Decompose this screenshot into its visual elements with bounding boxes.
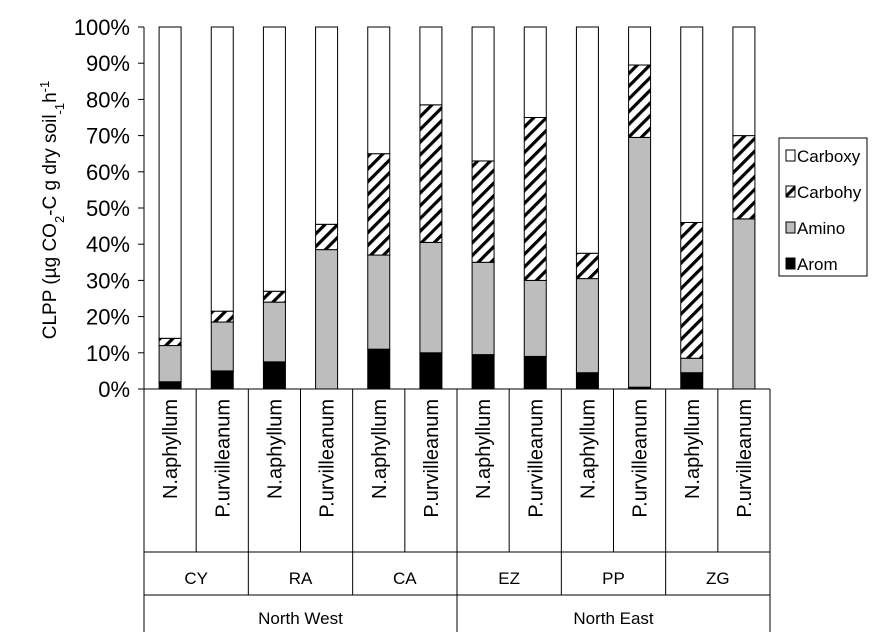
x-category-label: P.urvilleanum <box>212 399 234 518</box>
bar-segment-arom <box>523 355 547 390</box>
bar-segment-arom <box>575 372 599 390</box>
bar-segment-carbohy <box>628 64 652 138</box>
bar-segment-amino <box>575 278 599 374</box>
bar-segment-arom <box>471 354 495 390</box>
bar-segment-amino <box>680 357 704 374</box>
x-category-label: N.aphyllum <box>577 399 599 499</box>
bar-segment-arom <box>367 348 391 390</box>
bar-segment-amino <box>315 249 339 390</box>
bar-segment-carboxy <box>210 26 234 312</box>
bar-segment-carboxy <box>732 26 756 137</box>
bar-segment-arom <box>210 370 234 390</box>
x-category-label: P.urvilleanum <box>421 399 443 518</box>
legend-label-carbohy: Carbohy <box>797 183 862 202</box>
x-category-label: N.aphyllum <box>682 399 704 499</box>
bar-segment-amino <box>158 345 182 383</box>
bar-segment-carbohy <box>315 223 339 251</box>
x-category-label: P.urvilleanum <box>630 399 652 518</box>
x-site-label: EZ <box>498 569 520 588</box>
y-tick-label: 90% <box>86 51 130 76</box>
bar-segment-carboxy <box>367 26 391 155</box>
bar-segment-amino <box>523 279 547 357</box>
y-tick-label: 70% <box>86 124 130 149</box>
x-site-label: CA <box>393 569 417 588</box>
x-category-label: N.aphyllum <box>369 399 391 499</box>
bar-segment-carbohy <box>210 310 234 323</box>
bar-segment-carboxy <box>575 26 599 254</box>
bar-segment-carboxy <box>158 26 182 339</box>
bar-segment-amino <box>262 301 286 363</box>
x-category-label: N.aphyllum <box>473 399 495 499</box>
legend-swatch-carboxy <box>785 149 796 162</box>
bar-segment-carbohy <box>262 290 286 303</box>
bar-segment-carboxy <box>523 26 547 118</box>
bar-segment-arom <box>262 361 286 390</box>
bar-segment-amino <box>471 261 495 356</box>
y-axis-label-sub-1: 2 <box>52 216 67 223</box>
bar-segment-arom <box>158 381 182 390</box>
y-axis-label: CLPP (µg CO2-C g dry soil-1h-1 <box>37 81 67 340</box>
y-tick-label: 40% <box>86 232 130 257</box>
bar-segment-amino <box>210 321 234 372</box>
bar-segment-carbohy <box>523 117 547 281</box>
y-axis-label-part-c: h <box>40 92 61 103</box>
x-region-label: North West <box>258 609 343 628</box>
bar-segment-carboxy <box>315 26 339 225</box>
x-axis: N.aphyllum P.urvilleanum N.aphyllum P.urvil… <box>143 388 771 632</box>
x-category-label: N.aphyllum <box>264 399 286 499</box>
bar-segment-carbohy <box>471 160 495 263</box>
x-site-label: ZG <box>706 569 730 588</box>
legend-swatch-arom <box>785 257 796 270</box>
bar-segment-amino <box>419 241 443 354</box>
bar-segment-carboxy <box>680 26 704 223</box>
legend: Carboxy Carbohy Amino Arom <box>778 137 868 277</box>
bar-segment-carbohy <box>419 104 443 243</box>
y-tick-label: 20% <box>86 305 130 330</box>
legend-swatch-carbohy <box>785 185 796 198</box>
y-tick-label: 100% <box>74 15 130 40</box>
y-axis-label-sup: -1 <box>37 81 52 93</box>
x-category-label: P.urvilleanum <box>317 399 339 518</box>
bar-segment-carboxy <box>419 26 443 106</box>
bar-segment-amino <box>367 254 391 350</box>
bar-segment-amino <box>732 218 756 390</box>
y-tick-label: 60% <box>86 160 130 185</box>
y-axis-label-part-b: -C g dry soil <box>40 114 61 215</box>
bar-segment-carboxy <box>262 26 286 292</box>
x-category-label: N.aphyllum <box>160 399 182 499</box>
x-region-label: North East <box>573 609 654 628</box>
y-axis-label-part-a: CLPP (µg CO <box>40 223 61 339</box>
legend-label-carboxy: Carboxy <box>797 147 861 166</box>
x-category-label: P.urvilleanum <box>734 399 756 518</box>
bar-segment-carbohy <box>680 221 704 359</box>
x-site-label: PP <box>602 569 625 588</box>
y-tick-label: 10% <box>86 341 130 366</box>
bar-segment-carbohy <box>158 337 182 347</box>
bar-segment-carbohy <box>367 153 391 256</box>
x-category-label: P.urvilleanum <box>525 399 547 518</box>
x-site-label: CY <box>184 569 208 588</box>
bar-segment-arom <box>680 372 704 390</box>
legend-swatch-amino <box>785 221 796 234</box>
y-axis: 0% 10% 20% 30% 40% 50% 60% 70% 80% 90% 100% <box>74 15 145 402</box>
legend-label-arom: Arom <box>797 255 838 274</box>
y-tick-label: 80% <box>86 87 130 112</box>
bar-segment-carboxy <box>471 26 495 162</box>
bar-segment-amino <box>628 136 652 388</box>
bar-segment-arom <box>419 352 443 390</box>
x-site-label: RA <box>289 569 313 588</box>
y-axis-label-sub-2: -1 <box>52 103 67 115</box>
bar-segment-carboxy <box>628 26 652 66</box>
legend-label-amino: Amino <box>797 219 845 238</box>
y-tick-label: 50% <box>86 196 130 221</box>
y-tick-label: 0% <box>98 377 130 402</box>
bars <box>158 26 756 390</box>
bar-segment-carbohy <box>732 135 756 220</box>
y-tick-label: 30% <box>86 268 130 293</box>
bar-segment-carbohy <box>575 252 599 280</box>
